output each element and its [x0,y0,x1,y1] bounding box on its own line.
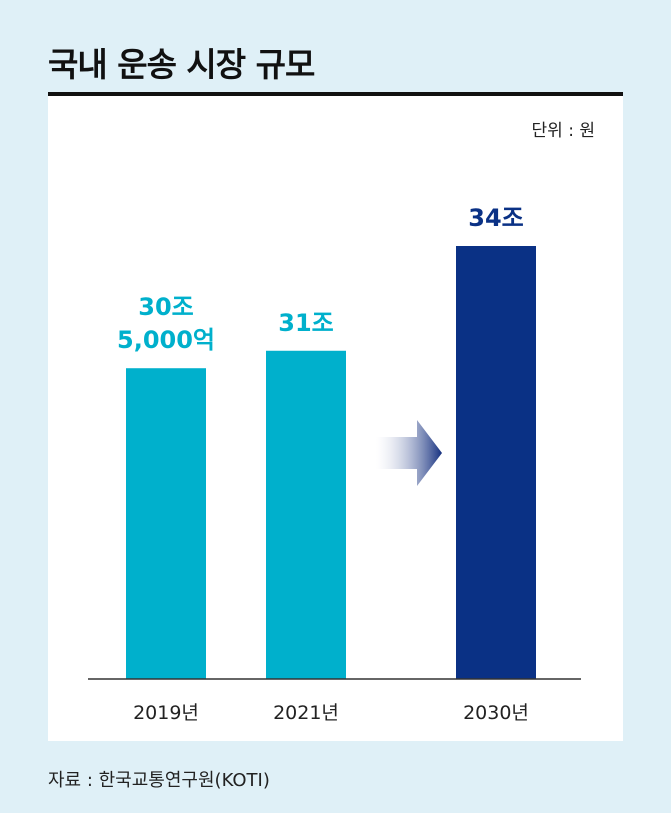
chart-panel: 단위 : 원 30조 5,000억 2019년 31조 2021년 34조 2030년 [48,96,623,741]
bar-value-label: 31조 [278,309,333,337]
title-underline [48,92,623,96]
bar-chart: 30조 5,000억 2019년 31조 2021년 34조 2030년 [88,204,581,724]
bar-2019년 [126,368,206,679]
bar-value-label: 5,000억 [117,326,215,354]
x-tick-label: 2030년 [463,702,529,724]
bar-2021년 [266,350,346,679]
x-tick-label: 2019년 [133,702,199,724]
growth-arrow-icon [376,420,442,486]
bar-2030년 [456,246,536,679]
x-tick-label: 2021년 [273,702,339,724]
bar-value-label: 34조 [468,204,523,232]
bars-layer: 30조 5,000억 2019년 31조 2021년 34조 2030년 [117,204,536,724]
page-title: 국내 운송 시장 규모 [48,45,315,84]
unit-label: 단위 : 원 [531,121,595,141]
source-note: 자료 : 한국교통연구원(KOTI) [48,770,270,791]
bar-value-label: 30조 [138,293,193,321]
